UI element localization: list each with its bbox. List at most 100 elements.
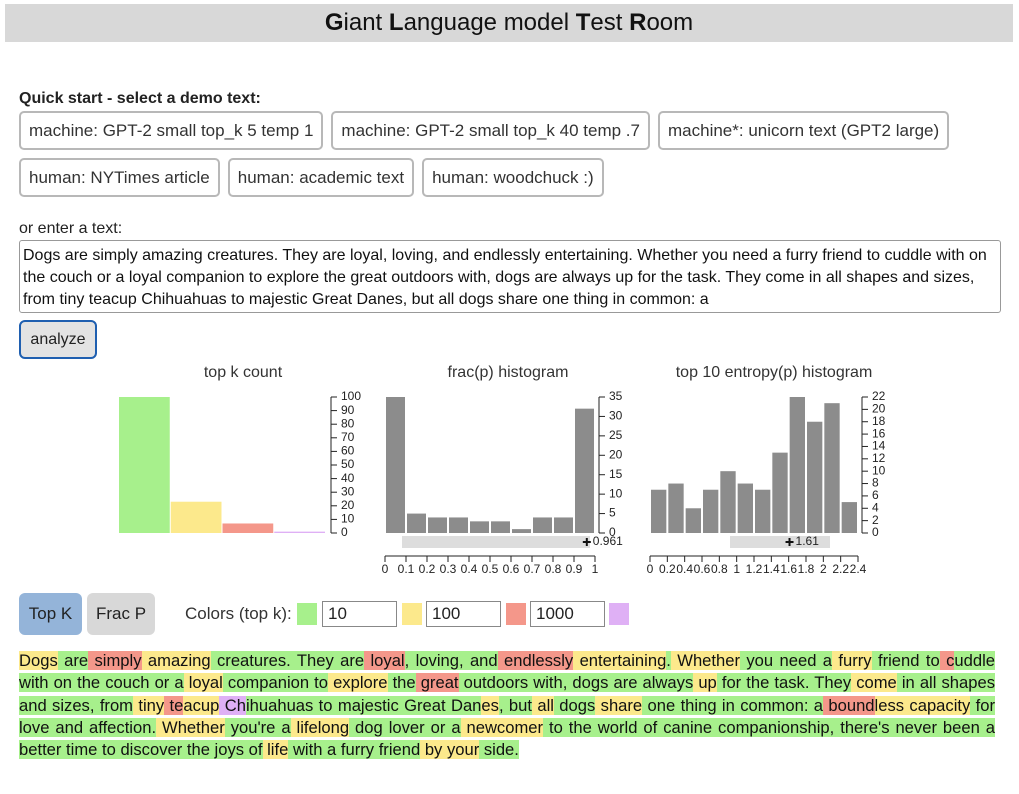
demo-row: human: NYTimes article human: academic t… [19,158,604,197]
app-title: Giant Language model Test Room [5,4,1013,42]
token: you need a [740,651,833,670]
y-tick-label: 25 [609,428,623,442]
token: great [415,673,459,693]
mode-button[interactable]: Top K [19,593,82,635]
token: share [595,695,643,715]
token: loyal [183,673,223,693]
y-tick-label: 30 [609,409,623,423]
threshold-input[interactable]: 100 [426,601,501,627]
token: outdoors with, dogs are always [458,673,694,693]
mode-button[interactable]: Frac P [87,593,155,635]
y-tick-label: 5 [609,506,616,520]
color-swatch [402,603,422,625]
text-input[interactable]: Dogs are simply amazing creatures. They … [19,240,1001,313]
x-tick-label: 0 [382,562,389,576]
token: bound [823,695,875,715]
threshold-input[interactable]: 10 [322,601,397,627]
y-tick-label: 10 [341,512,355,526]
y-tick-label: 50 [341,457,355,471]
y-tick-label: 100 [341,389,361,403]
y-tick-label: 30 [341,484,355,498]
y-tick-label: 10 [872,463,886,477]
input-label: or enter a text: [19,220,123,237]
demo-button[interactable]: human: woodchuck :) [422,158,604,197]
x-tick-label: 0.7 [524,562,541,576]
y-tick-label: 10 [609,486,623,500]
token: . [666,651,671,670]
demo-button[interactable]: human: NYTimes article [19,158,220,197]
quick-start-label: Quick start - select a demo text: [19,90,261,107]
y-tick-label: 6 [872,488,879,502]
x-tick-label: 2 [820,562,827,576]
analyze-button[interactable]: analyze [19,320,97,359]
bar [737,483,753,533]
y-tick-label: 60 [341,444,355,458]
x-tick-label: 0.4 [461,562,478,576]
token: all [531,695,554,715]
y-tick-label: 20 [341,498,355,512]
demo-button[interactable]: machine*: unicorn text (GPT2 large) [658,111,950,150]
color-swatch [297,603,317,625]
token: you're a [224,717,291,737]
y-tick-label: 8 [872,476,879,490]
x-tick-label: 0.2 [659,562,676,576]
bar [651,489,667,533]
bar [386,397,405,533]
token: Dogs [19,651,58,670]
x-tick-label: 0.2 [419,562,436,576]
token: loyal [364,651,405,670]
y-tick-label: 2 [872,513,879,527]
demo-row: machine: GPT-2 small top_k 5 temp 1 mach… [19,111,950,150]
token: creatures. They are [210,651,365,670]
y-tick-label: 4 [872,500,879,514]
y-tick-label: 12 [872,451,886,465]
token: lifelong [290,717,350,737]
histograms: top k count0102030405060708090100frac(p)… [119,364,886,576]
bar [789,397,805,533]
bar [575,408,594,533]
bar [512,529,531,533]
token: simply [88,651,142,670]
x-tick-label: 2.4 [850,562,867,576]
color-swatch [609,603,629,625]
y-tick-label: 20 [609,447,623,461]
bar [807,421,823,533]
x-tick-label: 0.6 [694,562,711,576]
x-tick-label: 0.6 [503,562,520,576]
demo-button[interactable]: machine: GPT-2 small top_k 40 temp .7 [331,111,650,150]
threshold-input[interactable]: 1000 [530,601,605,627]
bar [407,513,426,533]
token: Whether [156,717,225,737]
x-tick-label: 1.2 [746,562,763,576]
token: Ch [219,695,246,715]
token: the [387,673,416,693]
x-tick-label: 1.4 [763,562,780,576]
token: by your [420,740,480,760]
demo-button[interactable]: machine: GPT-2 small top_k 5 temp 1 [19,111,324,150]
token: come [851,673,897,693]
token-text: Dogs are simply amazing creatures. They … [19,650,996,761]
y-tick-label: 18 [872,414,886,428]
demo-button[interactable]: human: academic text [227,158,415,197]
y-tick-label: 90 [341,403,355,417]
bar [533,517,552,533]
bar [428,517,447,533]
slider-track [402,536,590,548]
bar [772,452,788,533]
bar [222,523,274,533]
token: c [939,651,955,670]
slider-handle [582,538,591,546]
token: tiny [133,695,165,715]
slider-handle [785,538,794,546]
token: up [693,673,717,693]
colors-label: Colors (top k): [185,604,292,623]
token: dog lover or a [349,717,461,737]
y-tick-label: 14 [872,439,886,453]
bar [824,403,840,533]
token: newcomer [460,717,544,737]
x-tick-label: 0.8 [545,562,562,576]
bar [554,517,573,533]
token: te [164,695,184,715]
bar [668,483,684,533]
x-tick-label: 2.2 [832,562,849,576]
